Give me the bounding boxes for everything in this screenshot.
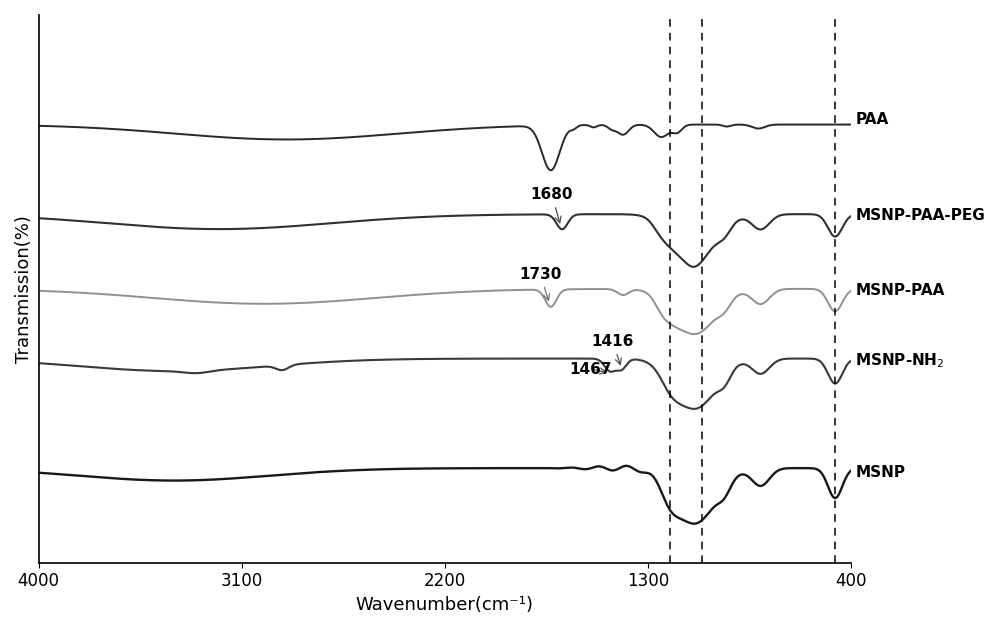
Text: MSNP-PAA: MSNP-PAA xyxy=(855,283,945,298)
Text: 1416: 1416 xyxy=(591,334,634,365)
Y-axis label: Transmission(%): Transmission(%) xyxy=(15,215,33,363)
Text: PAA: PAA xyxy=(855,112,889,127)
Text: 1730: 1730 xyxy=(519,267,562,301)
Text: 1680: 1680 xyxy=(531,187,573,223)
Text: 1467: 1467 xyxy=(569,362,611,377)
Text: MSNP-PAA-PEG: MSNP-PAA-PEG xyxy=(855,208,985,223)
X-axis label: Wavenumber(cm⁻¹): Wavenumber(cm⁻¹) xyxy=(356,596,534,614)
Text: MSNP-NH$_2$: MSNP-NH$_2$ xyxy=(855,352,945,370)
Text: MSNP: MSNP xyxy=(855,464,905,479)
